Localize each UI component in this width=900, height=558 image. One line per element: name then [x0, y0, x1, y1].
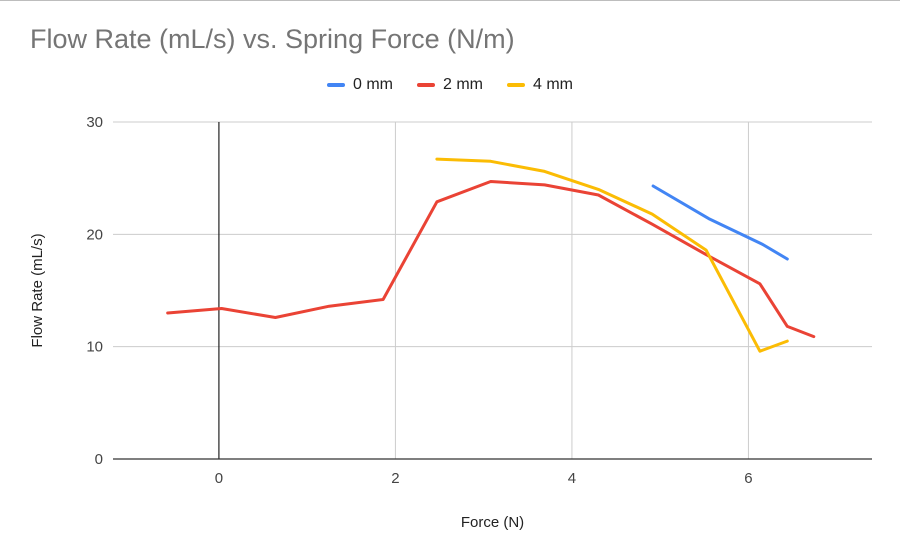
x-axis-title: Force (N) [461, 514, 524, 531]
chart-title: Flow Rate (mL/s) vs. Spring Force (N/m) [30, 24, 515, 54]
series-line-4mm [435, 157, 789, 353]
legend-swatch-0mm [327, 83, 345, 87]
legend-label-4mm: 4 mm [533, 76, 573, 93]
legend-item-2mm[interactable]: 2 mm [417, 76, 483, 94]
x-tick-label: 4 [568, 470, 576, 487]
legend: 0 mm 2 mm 4 mm [0, 76, 900, 94]
legend-item-4mm[interactable]: 4 mm [507, 76, 573, 94]
series-line-2mm [166, 180, 816, 339]
y-tick-label: 20 [86, 226, 103, 243]
legend-swatch-2mm [417, 83, 435, 87]
legend-item-0mm[interactable]: 0 mm [327, 76, 393, 94]
y-tick-label: 0 [95, 451, 103, 468]
legend-label-2mm: 2 mm [443, 76, 483, 93]
y-tick-label: 30 [86, 114, 103, 131]
x-tick-label: 2 [391, 470, 399, 487]
legend-swatch-4mm [507, 83, 525, 87]
series-line-0mm [651, 184, 789, 261]
y-tick-label: 10 [86, 339, 103, 356]
gridlines [113, 121, 872, 459]
x-tick-label: 0 [215, 470, 223, 487]
y-axis-title: Flow Rate (mL/s) [29, 233, 46, 347]
x-tick-label: 6 [744, 470, 752, 487]
legend-label-0mm: 0 mm [353, 76, 393, 93]
